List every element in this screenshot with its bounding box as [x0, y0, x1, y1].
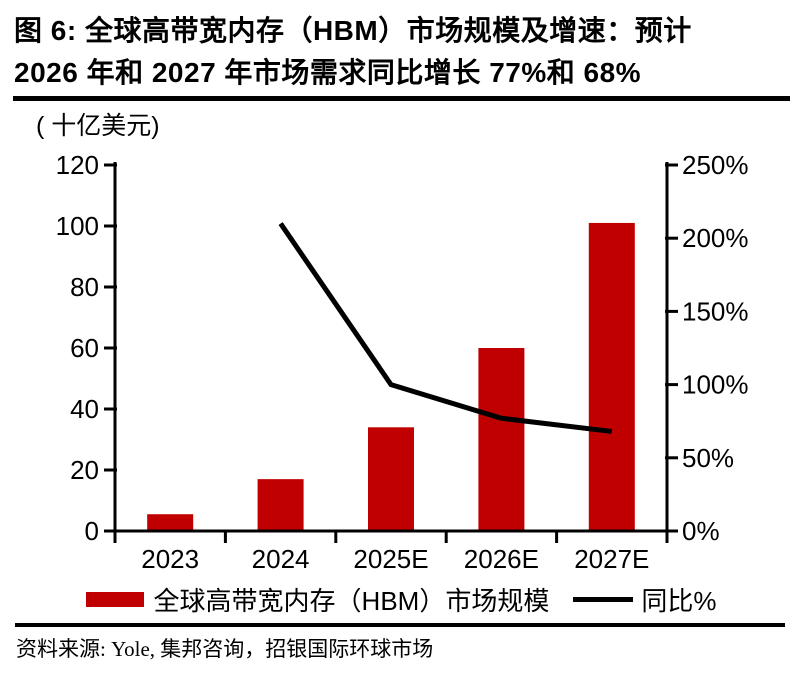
left-tick-label: 100: [56, 211, 99, 241]
bar-2023: [147, 514, 194, 531]
left-axis-unit-label: ( 十亿美元): [36, 112, 160, 140]
figure-title: 图 6: 全球高带宽内存（HBM）市场规模及增速：预计 2026 年和 2027…: [14, 10, 794, 94]
left-tick-label: 60: [70, 333, 99, 363]
left-tick-label: 20: [70, 455, 99, 485]
x-category-label: 2026E: [464, 544, 539, 574]
figure-title-line2: 2026 年和 2027 年市场需求同比增长 77%和 68%: [14, 57, 642, 88]
legend-bar-label: 全球高带宽内存（HBM）市场规模: [153, 585, 550, 616]
bar-2027E: [588, 222, 635, 531]
bar-2026E: [478, 348, 525, 531]
right-tick-label: 50%: [682, 443, 734, 473]
left-tick-label: 0: [85, 516, 99, 546]
x-category-label: 2023: [141, 544, 199, 574]
legend-line-swatch: [573, 596, 634, 602]
footer-divider-rule: [15, 623, 785, 627]
left-tick-label: 80: [70, 272, 99, 302]
legend-bar-swatch: [85, 591, 144, 607]
source-note: 资料来源: Yole, 集邦咨询，招银国际环球市场: [16, 637, 434, 661]
x-category-label: 2025E: [353, 544, 428, 574]
left-tick-label: 120: [56, 150, 99, 180]
right-tick-label: 200%: [682, 223, 749, 253]
yoy-growth-line: [278, 222, 613, 434]
right-tick-label: 0%: [682, 516, 720, 546]
bar-2025E: [368, 427, 414, 531]
x-category-label: 2027E: [574, 544, 649, 574]
title-divider-rule: [13, 96, 790, 101]
figure-title-line1: 图 6: 全球高带宽内存（HBM）市场规模及增速：预计: [14, 15, 692, 46]
right-tick-label: 150%: [682, 296, 749, 326]
right-tick-label: 250%: [682, 150, 749, 180]
x-category-label: 2024: [252, 544, 310, 574]
legend-line-label: 同比%: [641, 585, 717, 616]
chart-legend: 全球高带宽内存（HBM）市场规模 同比%: [0, 583, 802, 616]
bar-2024: [257, 479, 304, 531]
left-tick-label: 40: [70, 394, 99, 424]
right-tick-label: 100%: [682, 370, 749, 400]
